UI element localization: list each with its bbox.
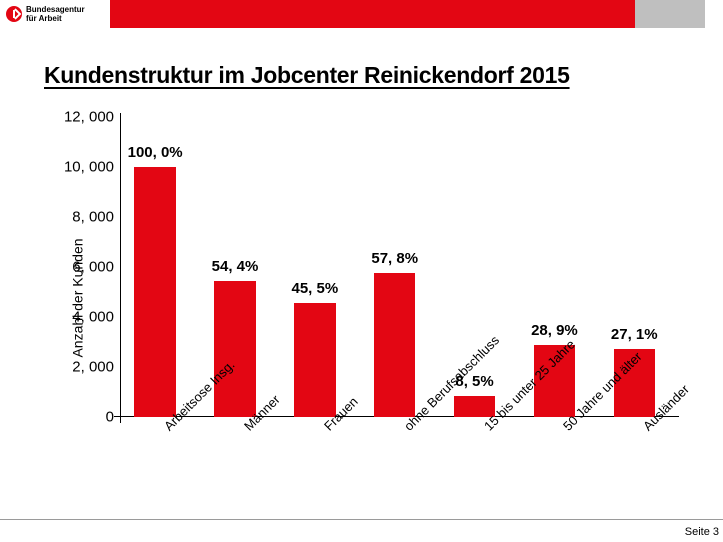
header-red-bar [110, 0, 635, 28]
y-tick: 6, 000 [50, 259, 114, 276]
footer-divider [0, 519, 723, 520]
y-tick: 2, 000 [50, 359, 114, 376]
ba-logo-icon [6, 6, 22, 22]
y-axis-line [120, 113, 121, 423]
logo-line2: für Arbeit [26, 14, 62, 23]
y-tick: 0 [50, 409, 114, 426]
y-axis-label: Anzahl der Kunden [70, 238, 86, 357]
bar [294, 303, 336, 417]
logo: Bundesagentur für Arbeit [0, 0, 110, 28]
bar-value-label: 54, 4% [212, 258, 259, 275]
logo-line1: Bundesagentur [26, 5, 85, 14]
bar-value-label: 27, 1% [611, 326, 658, 343]
header-bar: Bundesagentur für Arbeit [0, 0, 723, 28]
x-axis-labels: Arbeitsose Insg.MännerFrauenohne Berufsa… [120, 417, 679, 479]
chart: Anzahl der Kunden 0 2, 000 4, 000 6, 000 8, … [44, 117, 679, 479]
bar-value-label: 57, 8% [371, 250, 418, 267]
y-tick: 8, 000 [50, 209, 114, 226]
y-tick: 10, 000 [50, 159, 114, 176]
y-tick: 4, 000 [50, 309, 114, 326]
header-white-gap [705, 0, 723, 28]
page-title: Kundenstruktur im Jobcenter Reinickendor… [44, 62, 679, 89]
bar-value-label: 28, 9% [531, 322, 578, 339]
bar [134, 167, 176, 417]
bar-value-label: 45, 5% [291, 280, 338, 297]
bar-value-label: 100, 0% [128, 144, 183, 161]
slide-body: Kundenstruktur im Jobcenter Reinickendor… [0, 28, 723, 479]
bar [374, 273, 416, 418]
header-gray-bar [635, 0, 705, 28]
y-tick: 12, 000 [50, 109, 114, 126]
logo-text: Bundesagentur für Arbeit [26, 5, 85, 23]
page-number: Seite 3 [685, 526, 719, 538]
